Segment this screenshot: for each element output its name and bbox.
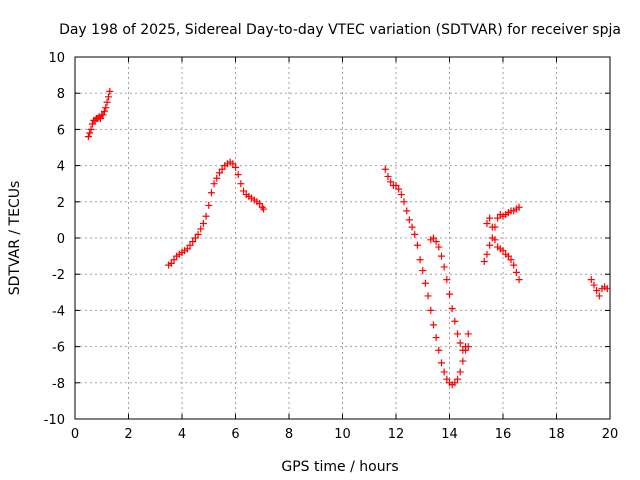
data-point bbox=[446, 291, 453, 298]
y-tick-label: 0 bbox=[57, 232, 65, 247]
y-tick-label: 8 bbox=[57, 87, 65, 102]
data-point bbox=[382, 166, 389, 173]
y-tick-label: -6 bbox=[52, 341, 65, 356]
x-tick-label: 16 bbox=[495, 427, 512, 442]
y-tick-label: -10 bbox=[44, 413, 65, 428]
data-point bbox=[104, 99, 111, 106]
y-tick-label: 2 bbox=[57, 196, 65, 211]
x-tick-label: 12 bbox=[388, 427, 405, 442]
data-point bbox=[208, 189, 215, 196]
x-tick-label: 20 bbox=[602, 427, 619, 442]
data-point bbox=[409, 224, 416, 231]
data-point bbox=[435, 347, 442, 354]
data-point bbox=[427, 307, 434, 314]
data-point bbox=[411, 231, 418, 238]
data-point bbox=[260, 206, 267, 213]
data-point bbox=[483, 251, 490, 258]
data-point bbox=[441, 263, 448, 270]
data-point bbox=[441, 368, 448, 375]
y-tick-label: -8 bbox=[52, 377, 65, 392]
chart-title: Day 198 of 2025, Sidereal Day-to-day VTE… bbox=[59, 22, 621, 38]
data-point bbox=[205, 202, 212, 209]
y-tick-label: -2 bbox=[52, 268, 65, 283]
chart: Day 198 of 2025, Sidereal Day-to-day VTE… bbox=[0, 0, 640, 480]
x-tick-label: 4 bbox=[178, 427, 186, 442]
data-point bbox=[451, 318, 458, 325]
x-tick-label: 14 bbox=[441, 427, 458, 442]
data-point bbox=[414, 242, 421, 249]
data-point bbox=[403, 207, 410, 214]
data-point bbox=[425, 292, 432, 299]
y-tick-label: 10 bbox=[48, 51, 65, 66]
data-point bbox=[88, 126, 95, 133]
data-point bbox=[417, 256, 424, 263]
data-point bbox=[106, 88, 113, 95]
data-point bbox=[457, 339, 464, 346]
data-point bbox=[237, 180, 244, 187]
data-point bbox=[433, 334, 440, 341]
x-axis: 0 2 4 6 8 10 12 14 16 18 20 bbox=[71, 57, 618, 442]
x-tick-label: 6 bbox=[231, 427, 239, 442]
data-point bbox=[457, 368, 464, 375]
data-point bbox=[401, 198, 408, 205]
data-point bbox=[406, 216, 413, 223]
grid bbox=[75, 57, 610, 419]
x-tick-label: 10 bbox=[334, 427, 351, 442]
data-point bbox=[85, 133, 92, 140]
y-tick-label: 6 bbox=[57, 123, 65, 138]
data-point bbox=[105, 93, 112, 100]
data-point bbox=[513, 269, 520, 276]
data-point bbox=[465, 330, 472, 337]
data-point bbox=[430, 321, 437, 328]
data-point bbox=[454, 330, 461, 337]
x-tick-label: 8 bbox=[285, 427, 293, 442]
data-point bbox=[481, 258, 488, 265]
data-point bbox=[422, 280, 429, 287]
y-axis-label: SDTVAR / TECUs bbox=[7, 181, 23, 296]
x-axis-label: GPS time / hours bbox=[281, 459, 398, 475]
data-point bbox=[449, 305, 456, 312]
data-point bbox=[203, 213, 210, 220]
y-tick-label: -4 bbox=[52, 304, 65, 319]
data-point bbox=[486, 242, 493, 249]
x-tick-label: 2 bbox=[124, 427, 132, 442]
data-point bbox=[102, 104, 109, 111]
data-point bbox=[86, 130, 93, 137]
data-point bbox=[419, 267, 426, 274]
data-point bbox=[438, 253, 445, 260]
data-point bbox=[438, 359, 445, 366]
y-tick-label: 4 bbox=[57, 160, 65, 175]
data-point bbox=[516, 276, 523, 283]
x-tick-label: 18 bbox=[548, 427, 565, 442]
x-tick-label: 0 bbox=[71, 427, 79, 442]
data-point bbox=[459, 358, 466, 365]
